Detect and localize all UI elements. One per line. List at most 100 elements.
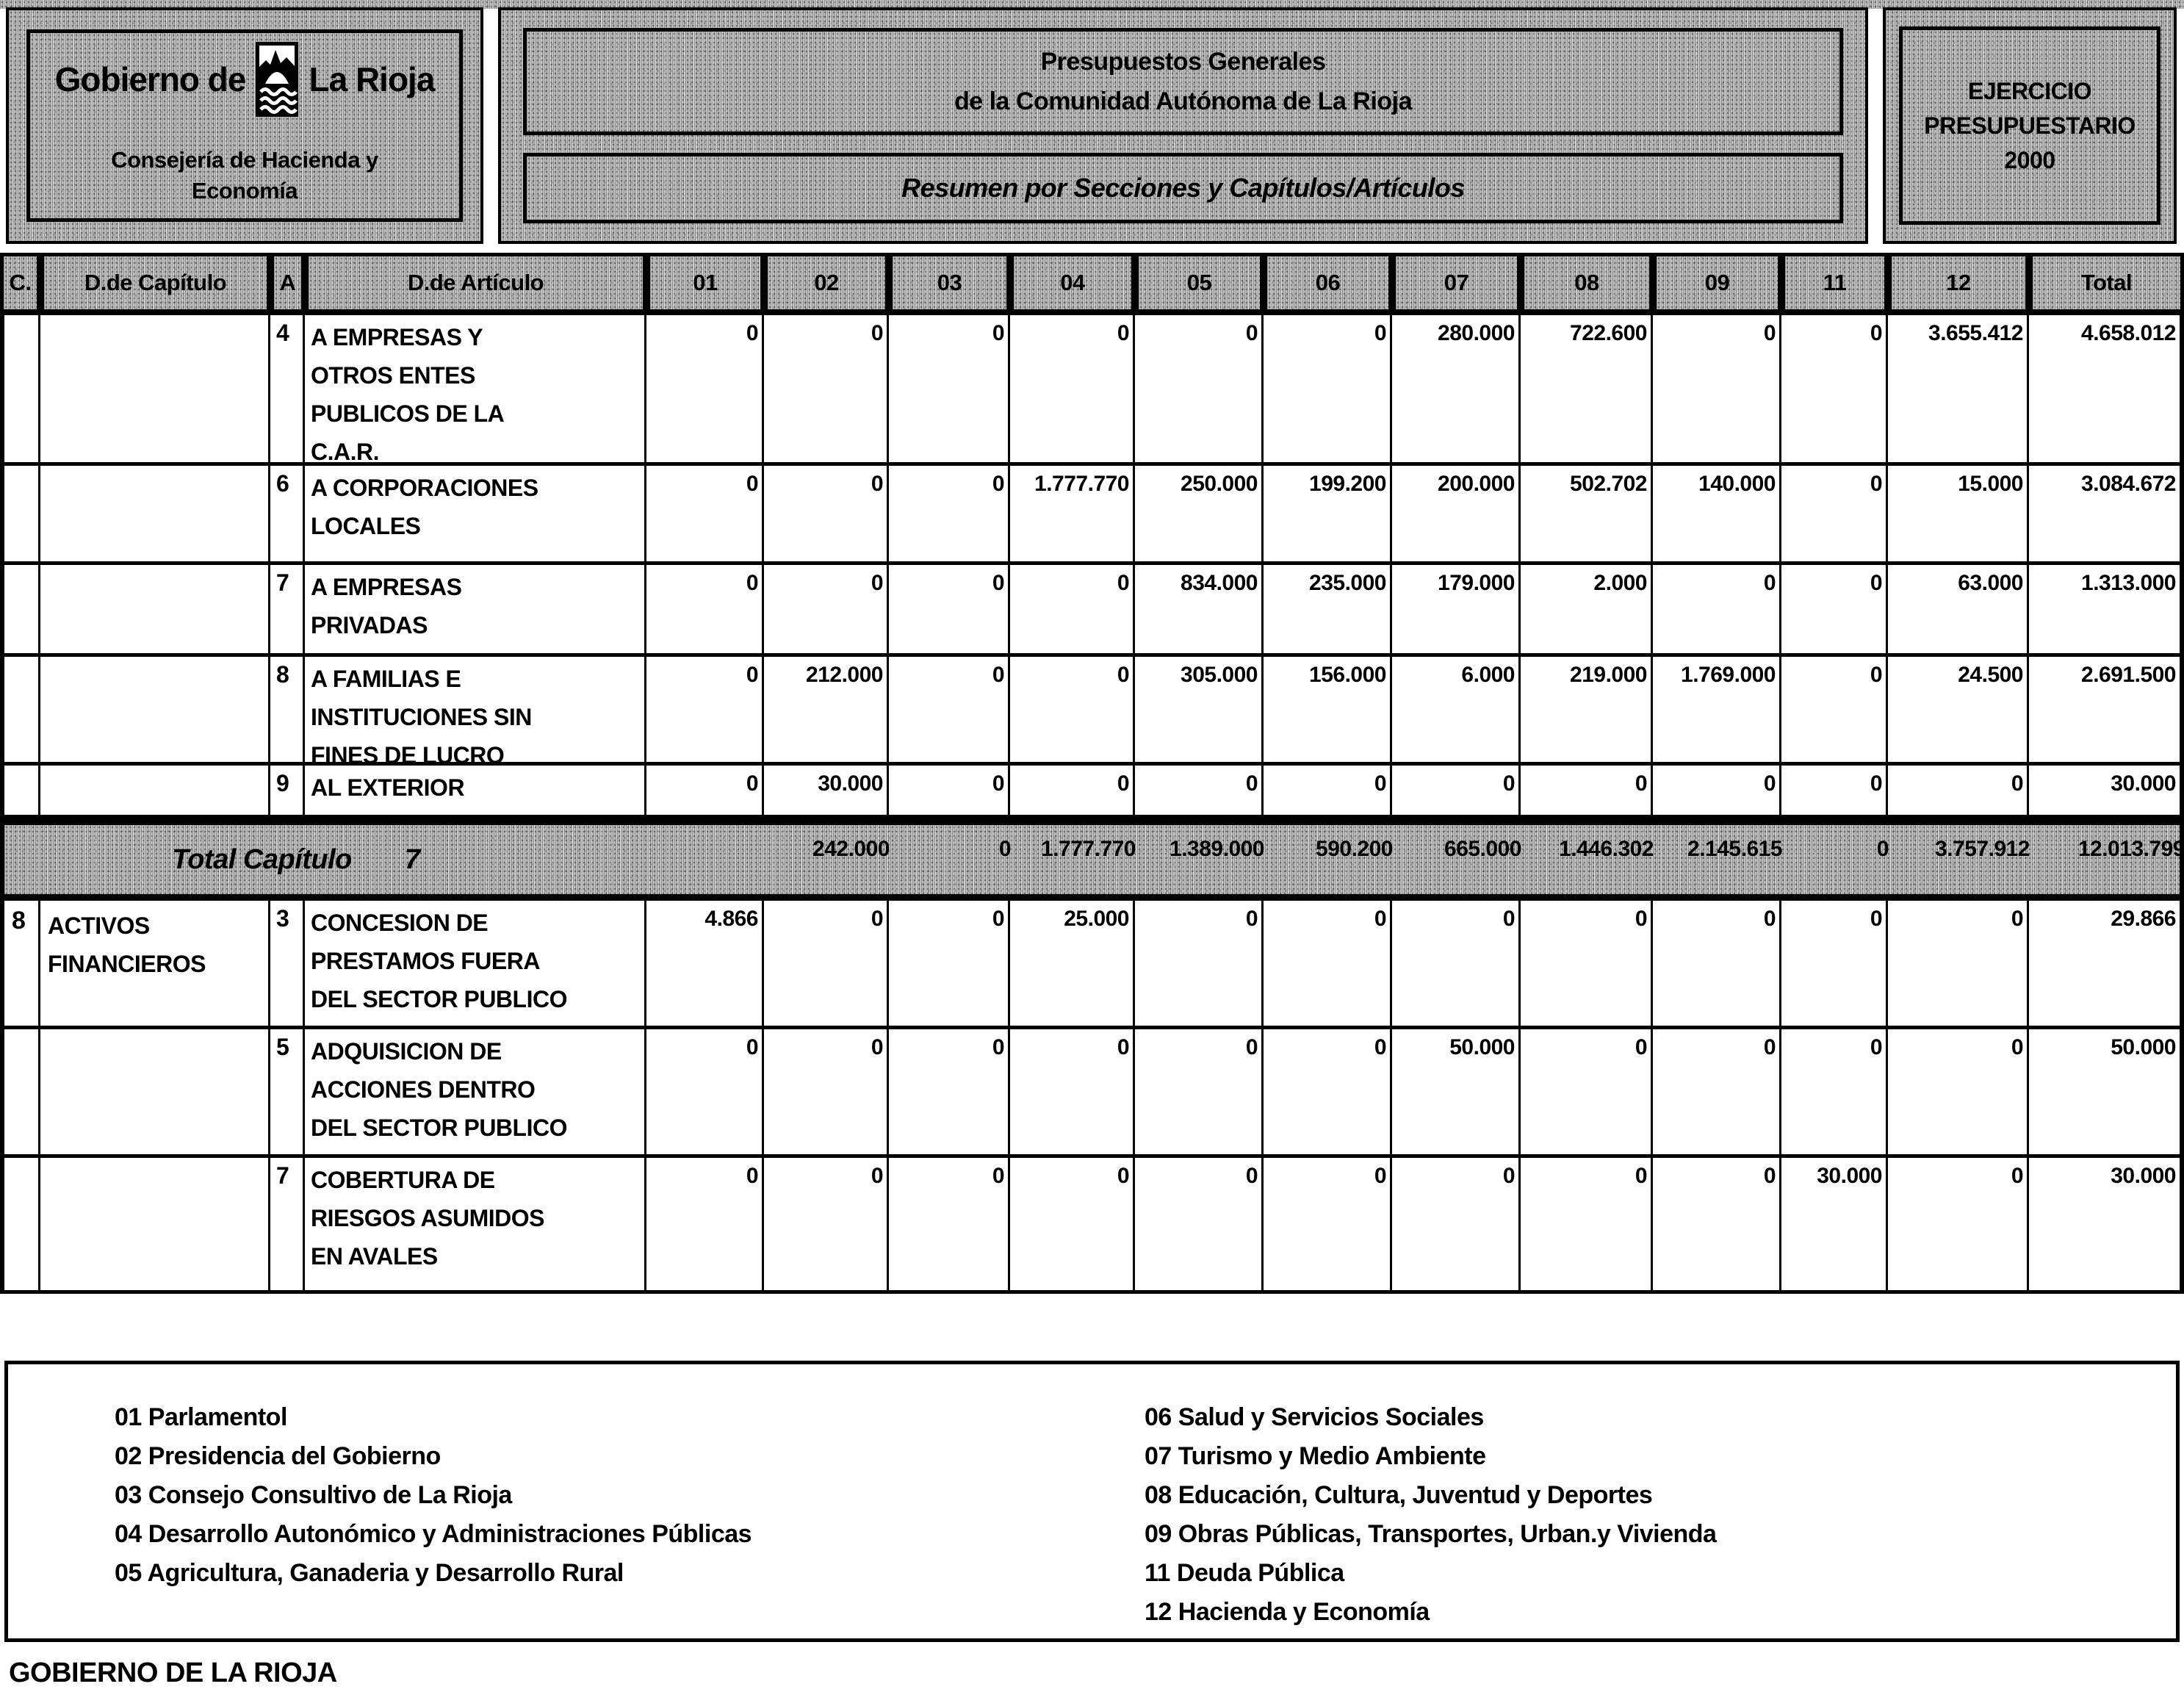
cell-value-09: 0: [1653, 1158, 1781, 1294]
cell-chapter-name: [40, 1029, 270, 1158]
total-value-08: 1.446.302: [1559, 837, 1654, 861]
document-subtitle: Resumen por Secciones y Capítulos/Artícu…: [523, 153, 1843, 223]
cell-value-07: 0: [1392, 901, 1521, 1029]
cell-value-09: 1.769.000: [1653, 657, 1781, 766]
column-header-5: 02: [764, 253, 889, 313]
cell-value-05: 305.000: [1135, 657, 1264, 766]
cell-chapter-name: ACTIVOS FINANCIEROS: [40, 901, 270, 1029]
cell-article-name: A CORPORACIONES LOCALES: [305, 466, 646, 565]
cell-value-04: 1.777.770: [1010, 466, 1135, 565]
column-header-13: 11: [1781, 253, 1888, 313]
cell-article-code: 6: [270, 466, 305, 565]
cell-total: 2.691.500: [2029, 657, 2184, 766]
total-value-09: 2.145.615: [1687, 837, 1782, 861]
cell-value-12: 0: [1888, 1029, 2029, 1158]
table-row: 7 COBERTURA DE RIESGOS ASUMIDOS EN AVALES…: [0, 1158, 2184, 1294]
cell-value-12: 0: [1888, 766, 2029, 818]
cell-chapter-name: [40, 766, 270, 818]
total-grand-value: 12.013.799: [2077, 837, 2184, 861]
legend-item: 02 Presidencia del Gobierno: [115, 1442, 441, 1470]
cell-value-02: 0: [764, 1158, 889, 1294]
cell-chapter-code: [0, 1158, 40, 1294]
la-rioja-emblem-icon: [256, 42, 299, 117]
cell-article-code: 8: [270, 657, 305, 766]
total-value-12: 3.757.912: [1935, 837, 2030, 861]
cell-value-09: 0: [1653, 901, 1781, 1029]
column-header-8: 05: [1135, 253, 1264, 313]
cell-chapter-name: [40, 657, 270, 766]
cell-value-04: 0: [1010, 315, 1135, 466]
cell-value-05: 0: [1135, 315, 1264, 466]
cell-value-06: 0: [1264, 901, 1392, 1029]
cell-value-08: 0: [1521, 1158, 1653, 1294]
cell-value-01: 4.866: [646, 901, 764, 1029]
fiscal-year-line2: PRESUPUESTARIO: [1924, 112, 2136, 139]
chapter-total-row: Total Capítulo 7 242.000 0 1.777.770 1.389.00…: [0, 818, 2184, 901]
cell-value-07: 280.000: [1392, 315, 1521, 466]
cell-value-03: 0: [889, 657, 1010, 766]
column-header-14: 12: [1888, 253, 2029, 313]
cell-value-03: 0: [889, 466, 1010, 565]
cell-article-code: 3: [270, 901, 305, 1029]
document-title: Presupuestos Generales de la Comunidad A…: [523, 28, 1843, 135]
table-header-row: C. D.de Capítulo A D.de Artículo 01 02 03 04 05 0…: [0, 253, 2184, 313]
department-line1: Consejería de Hacienda y: [111, 147, 378, 173]
cell-total: 30.000: [2029, 766, 2184, 818]
cell-value-09: 0: [1653, 315, 1781, 466]
chapter-total-text: Total Capítulo: [172, 844, 352, 875]
column-header-10: 07: [1392, 253, 1521, 313]
cell-total: 30.000: [2029, 1158, 2184, 1294]
column-header-2: A: [270, 253, 305, 313]
cell-value-03: 0: [889, 766, 1010, 818]
cell-value-05: 834.000: [1135, 565, 1264, 657]
cell-value-07: 0: [1392, 766, 1521, 818]
document-header: Gobierno de La Rioja: [6, 7, 2177, 244]
cell-value-08: 0: [1521, 1029, 1653, 1158]
cell-value-06: 235.000: [1264, 565, 1392, 657]
cell-chapter-code: [0, 315, 40, 466]
cell-article-name: ADQUISICION DE ACCIONES DENTRO DEL SECTO…: [305, 1029, 646, 1158]
cell-value-09: 0: [1653, 766, 1781, 818]
cell-value-11: 0: [1781, 315, 1888, 466]
cell-value-01: 0: [646, 766, 764, 818]
column-header-0: C.: [0, 253, 40, 313]
cell-value-06: 0: [1264, 1029, 1392, 1158]
cell-value-06: 0: [1264, 1158, 1392, 1294]
cell-value-04: 0: [1010, 1029, 1135, 1158]
cell-article-code: 7: [270, 565, 305, 657]
total-value-07: 665.000: [1444, 837, 1521, 861]
cell-value-11: 0: [1781, 466, 1888, 565]
cell-article-code: 4: [270, 315, 305, 466]
fiscal-year-line1: EJERCICIO: [1968, 77, 2091, 104]
total-value-02: 242.000: [812, 837, 890, 861]
cell-article-code: 7: [270, 1158, 305, 1294]
cell-article-code: 5: [270, 1029, 305, 1158]
cell-chapter-name: [40, 1158, 270, 1294]
column-header-1: D.de Capítulo: [40, 253, 270, 313]
cell-value-09: 0: [1653, 565, 1781, 657]
column-header-6: 03: [889, 253, 1010, 313]
cell-value-03: 0: [889, 565, 1010, 657]
cell-chapter-name: [40, 466, 270, 565]
cell-value-06: 199.200: [1264, 466, 1392, 565]
cell-value-06: 0: [1264, 315, 1392, 466]
chapter-total-label: Total Capítulo 7: [4, 825, 651, 894]
column-header-9: 06: [1264, 253, 1392, 313]
cell-value-11: 0: [1781, 657, 1888, 766]
cell-value-03: 0: [889, 315, 1010, 466]
section-legend-box: 01 Parlamentol 02 Presidencia del Gobiern…: [4, 1361, 2180, 1642]
cell-value-05: 0: [1135, 766, 1264, 818]
column-header-7: 04: [1010, 253, 1135, 313]
cell-value-09: 140.000: [1653, 466, 1781, 565]
cell-value-12: 15.000: [1888, 466, 2029, 565]
total-value-03: 0: [998, 837, 1012, 861]
cell-value-11: 30.000: [1781, 1158, 1888, 1294]
cell-chapter-code: 8: [0, 901, 40, 1029]
cell-value-01: 0: [646, 315, 764, 466]
fiscal-year-box: EJERCICIO PRESUPUESTARIO 2000: [1883, 7, 2177, 244]
table-row: 9 AL EXTERIOR 0 30.000 0 0 0 0 0 0 0 0 0 30.000: [0, 766, 2184, 818]
cell-value-07: 200.000: [1392, 466, 1521, 565]
cell-total: 1.313.000: [2029, 565, 2184, 657]
legend-left-column: 01 Parlamentol 02 Presidencia del Gobiern…: [8, 1364, 1145, 1638]
